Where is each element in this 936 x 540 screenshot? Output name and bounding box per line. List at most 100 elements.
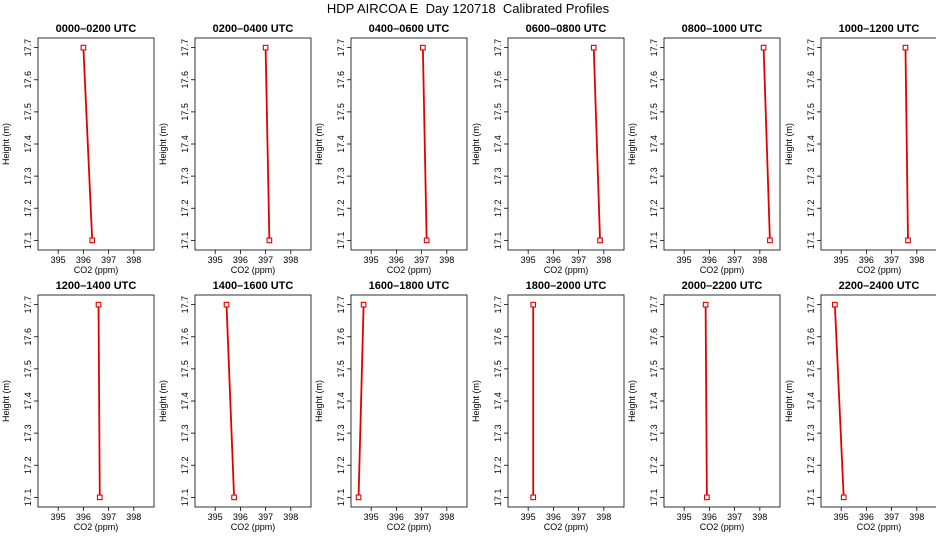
- y-tick-label: 17.2: [493, 456, 503, 474]
- plot-frame: [820, 37, 936, 251]
- y-tick-label: 17.2: [649, 456, 659, 474]
- y-tick-label: 17.5: [23, 360, 33, 378]
- y-tick-label: 17.4: [336, 135, 346, 153]
- panel-title: 0600–0800 UTC: [526, 23, 607, 35]
- y-tick-label: 17.5: [336, 103, 346, 121]
- y-tick-label: 17.5: [23, 103, 33, 121]
- y-tick-label: 17.1: [649, 232, 659, 250]
- y-tick-label: 17.5: [649, 360, 659, 378]
- y-tick-label: 17.2: [806, 199, 816, 217]
- y-tick-label: 17.4: [180, 135, 190, 153]
- x-tick-label: 396: [76, 512, 91, 522]
- data-point: [530, 301, 537, 308]
- profile-chart: 1200–1400 UTC 395 396 397 398 CO2 (ppm) 17.1 17…: [1, 280, 155, 532]
- x-tick-label: 397: [884, 255, 899, 265]
- y-tick-label: 17.3: [336, 167, 346, 185]
- y-tick-label: 17.3: [649, 167, 659, 185]
- y-tick-label: 17.5: [806, 103, 816, 121]
- x-tick-label: 395: [208, 255, 223, 265]
- plot-frame: [507, 37, 625, 251]
- y-axis-label: Height (m): [471, 123, 481, 165]
- data-point: [262, 44, 269, 51]
- profile-line: [357, 304, 365, 498]
- profile-chart: 0600–0800 UTC 395 396 397 398 CO2 (ppm) 17.1 17…: [471, 23, 625, 275]
- y-tick-label: 17.4: [493, 392, 503, 410]
- profile-chart: 0400–0600 UTC 395 396 397 398 CO2 (ppm) 17.1 17…: [314, 23, 468, 275]
- y-tick-label: 17.6: [649, 328, 659, 346]
- data-point: [702, 301, 709, 308]
- y-tick-label: 17.4: [23, 135, 33, 153]
- x-tick-label: 398: [752, 512, 767, 522]
- y-tick-label: 17.2: [336, 456, 346, 474]
- x-tick-label: 398: [752, 255, 767, 265]
- x-tick-label: 395: [677, 512, 692, 522]
- y-tick-label: 17.1: [493, 489, 503, 507]
- y-tick-label: 17.2: [23, 199, 33, 217]
- y-tick-label: 17.4: [649, 392, 659, 410]
- y-tick-label: 17.5: [649, 103, 659, 121]
- x-tick-label: 395: [364, 255, 379, 265]
- y-tick-label: 17.1: [23, 232, 33, 250]
- y-tick-label: 17.6: [23, 71, 33, 89]
- data-point: [704, 494, 710, 501]
- profile-line: [833, 304, 845, 498]
- data-point: [530, 494, 537, 501]
- x-tick-label: 396: [389, 512, 404, 522]
- y-tick-label: 17.2: [493, 199, 503, 217]
- profile-line: [704, 304, 708, 498]
- y-tick-label: 17.2: [180, 199, 190, 217]
- plot-frame: [507, 294, 625, 508]
- x-tick-label: 397: [571, 255, 586, 265]
- x-tick-label: 395: [521, 255, 536, 265]
- x-axis-label: CO2 (ppm): [231, 265, 276, 275]
- y-tick-label: 17.3: [649, 424, 659, 442]
- y-tick-label: 17.7: [180, 39, 190, 57]
- panel-title: 1600–1800 UTC: [369, 280, 450, 292]
- y-tick-label: 17.1: [336, 232, 346, 250]
- y-axis-label: Height (m): [784, 123, 794, 165]
- x-tick-label: 396: [702, 512, 717, 522]
- x-tick-label: 396: [546, 255, 561, 265]
- data-point: [231, 494, 237, 501]
- x-axis-label: CO2 (ppm): [231, 522, 276, 532]
- y-tick-label: 17.5: [180, 103, 190, 121]
- x-tick-label: 396: [546, 512, 561, 522]
- y-tick-label: 17.1: [23, 489, 33, 507]
- y-axis-label: Height (m): [314, 123, 324, 165]
- y-tick-label: 17.7: [493, 296, 503, 314]
- plot-frame: [350, 294, 468, 508]
- y-tick-label: 17.7: [806, 39, 816, 57]
- y-tick-label: 17.6: [493, 71, 503, 89]
- profile-line: [82, 47, 94, 241]
- y-tick-label: 17.7: [180, 296, 190, 314]
- y-tick-label: 17.1: [649, 489, 659, 507]
- x-tick-label: 396: [233, 255, 248, 265]
- y-tick-label: 17.6: [493, 328, 503, 346]
- y-tick-label: 17.3: [493, 424, 503, 442]
- x-tick-label: 398: [283, 255, 298, 265]
- x-axis-label: CO2 (ppm): [857, 265, 902, 275]
- data-point: [266, 237, 273, 244]
- y-axis-label: Height (m): [1, 123, 11, 165]
- panel-title: 2200–2400 UTC: [839, 280, 920, 292]
- y-tick-label: 17.7: [649, 39, 659, 57]
- profile-line: [904, 47, 909, 241]
- data-point: [597, 237, 603, 244]
- y-axis-label: Height (m): [158, 123, 168, 165]
- x-axis-label: CO2 (ppm): [387, 522, 432, 532]
- y-axis-label: Height (m): [471, 380, 481, 422]
- y-tick-label: 17.3: [180, 167, 190, 185]
- data-point: [96, 494, 103, 501]
- plot-frame: [663, 294, 781, 508]
- y-tick-label: 17.6: [806, 328, 816, 346]
- x-axis-label: CO2 (ppm): [700, 265, 745, 275]
- y-axis-label: Height (m): [627, 380, 637, 422]
- x-tick-label: 397: [101, 255, 116, 265]
- y-tick-label: 17.7: [23, 296, 33, 314]
- y-tick-label: 17.3: [493, 167, 503, 185]
- x-tick-label: 398: [439, 512, 454, 522]
- y-tick-label: 17.2: [806, 456, 816, 474]
- x-tick-label: 397: [414, 255, 429, 265]
- y-tick-label: 17.7: [806, 296, 816, 314]
- y-tick-label: 17.1: [180, 232, 190, 250]
